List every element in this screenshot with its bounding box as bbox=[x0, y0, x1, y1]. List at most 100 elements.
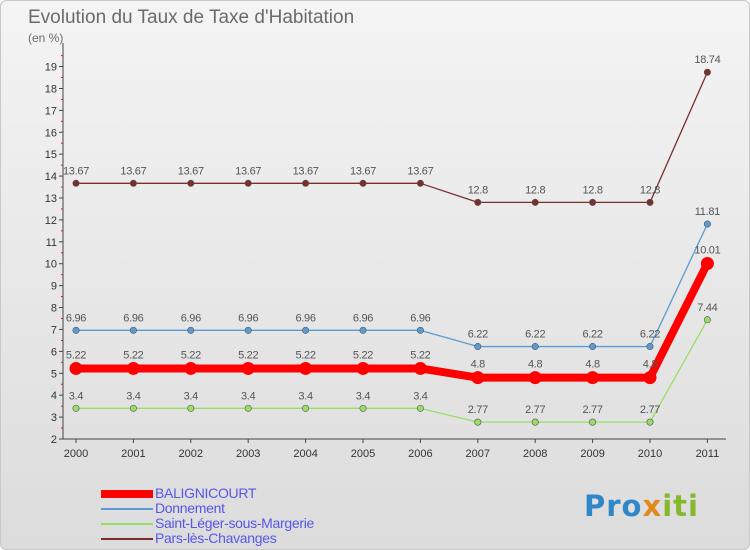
data-point bbox=[241, 361, 255, 375]
data-point bbox=[302, 404, 310, 412]
data-point bbox=[356, 361, 370, 375]
data-label: 6.96 bbox=[353, 312, 373, 324]
data-label: 6.22 bbox=[468, 329, 488, 341]
x-tick-label: 2008 bbox=[523, 448, 547, 460]
data-label: 3.4 bbox=[356, 390, 371, 402]
data-point bbox=[474, 418, 482, 426]
y-tick-label: 15 bbox=[45, 149, 57, 161]
data-label: 4.8 bbox=[585, 359, 600, 371]
data-point bbox=[129, 179, 137, 187]
data-point bbox=[646, 343, 654, 351]
series-line-2 bbox=[75, 319, 709, 423]
data-point bbox=[416, 404, 424, 412]
data-label: 5.22 bbox=[238, 349, 258, 361]
data-label: 2.77 bbox=[640, 404, 660, 416]
data-label: 5.22 bbox=[295, 349, 315, 361]
series-line-3 bbox=[75, 71, 709, 204]
data-label: 11.81 bbox=[695, 206, 720, 218]
data-label: 6.22 bbox=[582, 329, 602, 341]
y-tick-label: 13 bbox=[45, 193, 57, 205]
y-tick-label: 16 bbox=[45, 127, 57, 139]
data-label: 4.8 bbox=[471, 359, 486, 371]
y-tick-label: 17 bbox=[45, 105, 57, 117]
data-label: 13.67 bbox=[63, 165, 89, 177]
data-point bbox=[413, 361, 427, 375]
x-tick-label: 2010 bbox=[638, 448, 662, 460]
data-label: 5.22 bbox=[181, 349, 201, 361]
y-tick-label: 4 bbox=[51, 390, 57, 402]
data-label: 3.4 bbox=[298, 390, 313, 402]
data-point bbox=[589, 343, 597, 351]
x-tick-label: 2003 bbox=[236, 448, 260, 460]
data-label: 5.22 bbox=[410, 349, 430, 361]
data-point bbox=[302, 179, 310, 187]
data-point bbox=[474, 343, 482, 351]
y-tick-label: 14 bbox=[45, 171, 57, 183]
x-tick-label: 2011 bbox=[696, 448, 720, 460]
data-label: 6.96 bbox=[123, 312, 143, 324]
data-point bbox=[646, 198, 654, 206]
data-label: 12.8 bbox=[582, 184, 602, 196]
data-point bbox=[703, 316, 711, 324]
data-point bbox=[589, 198, 597, 206]
data-point bbox=[416, 326, 424, 334]
data-label: 5.22 bbox=[353, 349, 373, 361]
chart-title: Evolution du Taux de Taxe d'Habitation bbox=[28, 7, 355, 28]
data-label: 6.96 bbox=[66, 312, 86, 324]
data-point bbox=[126, 361, 140, 375]
x-tick-label: 2006 bbox=[408, 448, 432, 460]
proxiti-logo: Proxiti bbox=[584, 489, 699, 523]
y-tick-label: 11 bbox=[46, 237, 57, 249]
data-label: 4.8 bbox=[528, 359, 543, 371]
data-label: 12.8 bbox=[640, 184, 660, 196]
data-point bbox=[643, 371, 657, 385]
data-label: 3.4 bbox=[126, 390, 141, 402]
data-label: 5.22 bbox=[123, 349, 143, 361]
data-point bbox=[471, 371, 485, 385]
data-point bbox=[359, 404, 367, 412]
data-label: 2.77 bbox=[468, 404, 488, 416]
data-label: 13.67 bbox=[293, 165, 319, 177]
x-tick-label: 2000 bbox=[64, 448, 88, 460]
data-label: 13.67 bbox=[350, 165, 376, 177]
data-point bbox=[244, 326, 252, 334]
legend-label: Donnement bbox=[155, 500, 225, 516]
data-point bbox=[187, 179, 195, 187]
data-point bbox=[474, 198, 482, 206]
data-label: 6.22 bbox=[640, 329, 660, 341]
data-point bbox=[187, 326, 195, 334]
data-point bbox=[129, 326, 137, 334]
data-label: 6.96 bbox=[410, 312, 430, 324]
data-point bbox=[72, 326, 80, 334]
data-point bbox=[586, 371, 600, 385]
y-tick-label: 2 bbox=[51, 434, 57, 446]
data-point bbox=[187, 404, 195, 412]
data-label: 13.67 bbox=[235, 165, 261, 177]
data-label: 18.74 bbox=[694, 54, 720, 66]
data-point bbox=[72, 404, 80, 412]
data-point bbox=[184, 361, 198, 375]
data-label: 6.96 bbox=[238, 312, 258, 324]
legend-label: Pars-lès-Chavanges bbox=[155, 530, 277, 546]
data-label: 6.96 bbox=[295, 312, 315, 324]
data-point bbox=[703, 220, 711, 228]
y-tick-label: 7 bbox=[51, 324, 57, 336]
data-label: 7.44 bbox=[697, 302, 717, 314]
y-tick-label: 5 bbox=[51, 368, 57, 380]
data-point bbox=[72, 179, 80, 187]
data-point bbox=[244, 404, 252, 412]
x-tick-label: 2001 bbox=[121, 448, 145, 460]
y-tick-label: 6 bbox=[51, 346, 57, 358]
legend-label: Saint-Léger-sous-Margerie bbox=[155, 515, 315, 531]
y-tick-label: 9 bbox=[51, 281, 57, 293]
data-label: 13.67 bbox=[407, 165, 433, 177]
data-label: 10.01 bbox=[694, 245, 720, 257]
data-label: 3.4 bbox=[69, 390, 84, 402]
series-line-0 bbox=[72, 259, 712, 382]
x-tick-label: 2004 bbox=[293, 448, 317, 460]
data-point bbox=[299, 361, 313, 375]
data-point bbox=[69, 361, 83, 375]
data-point bbox=[359, 179, 367, 187]
x-tick-label: 2007 bbox=[466, 448, 490, 460]
